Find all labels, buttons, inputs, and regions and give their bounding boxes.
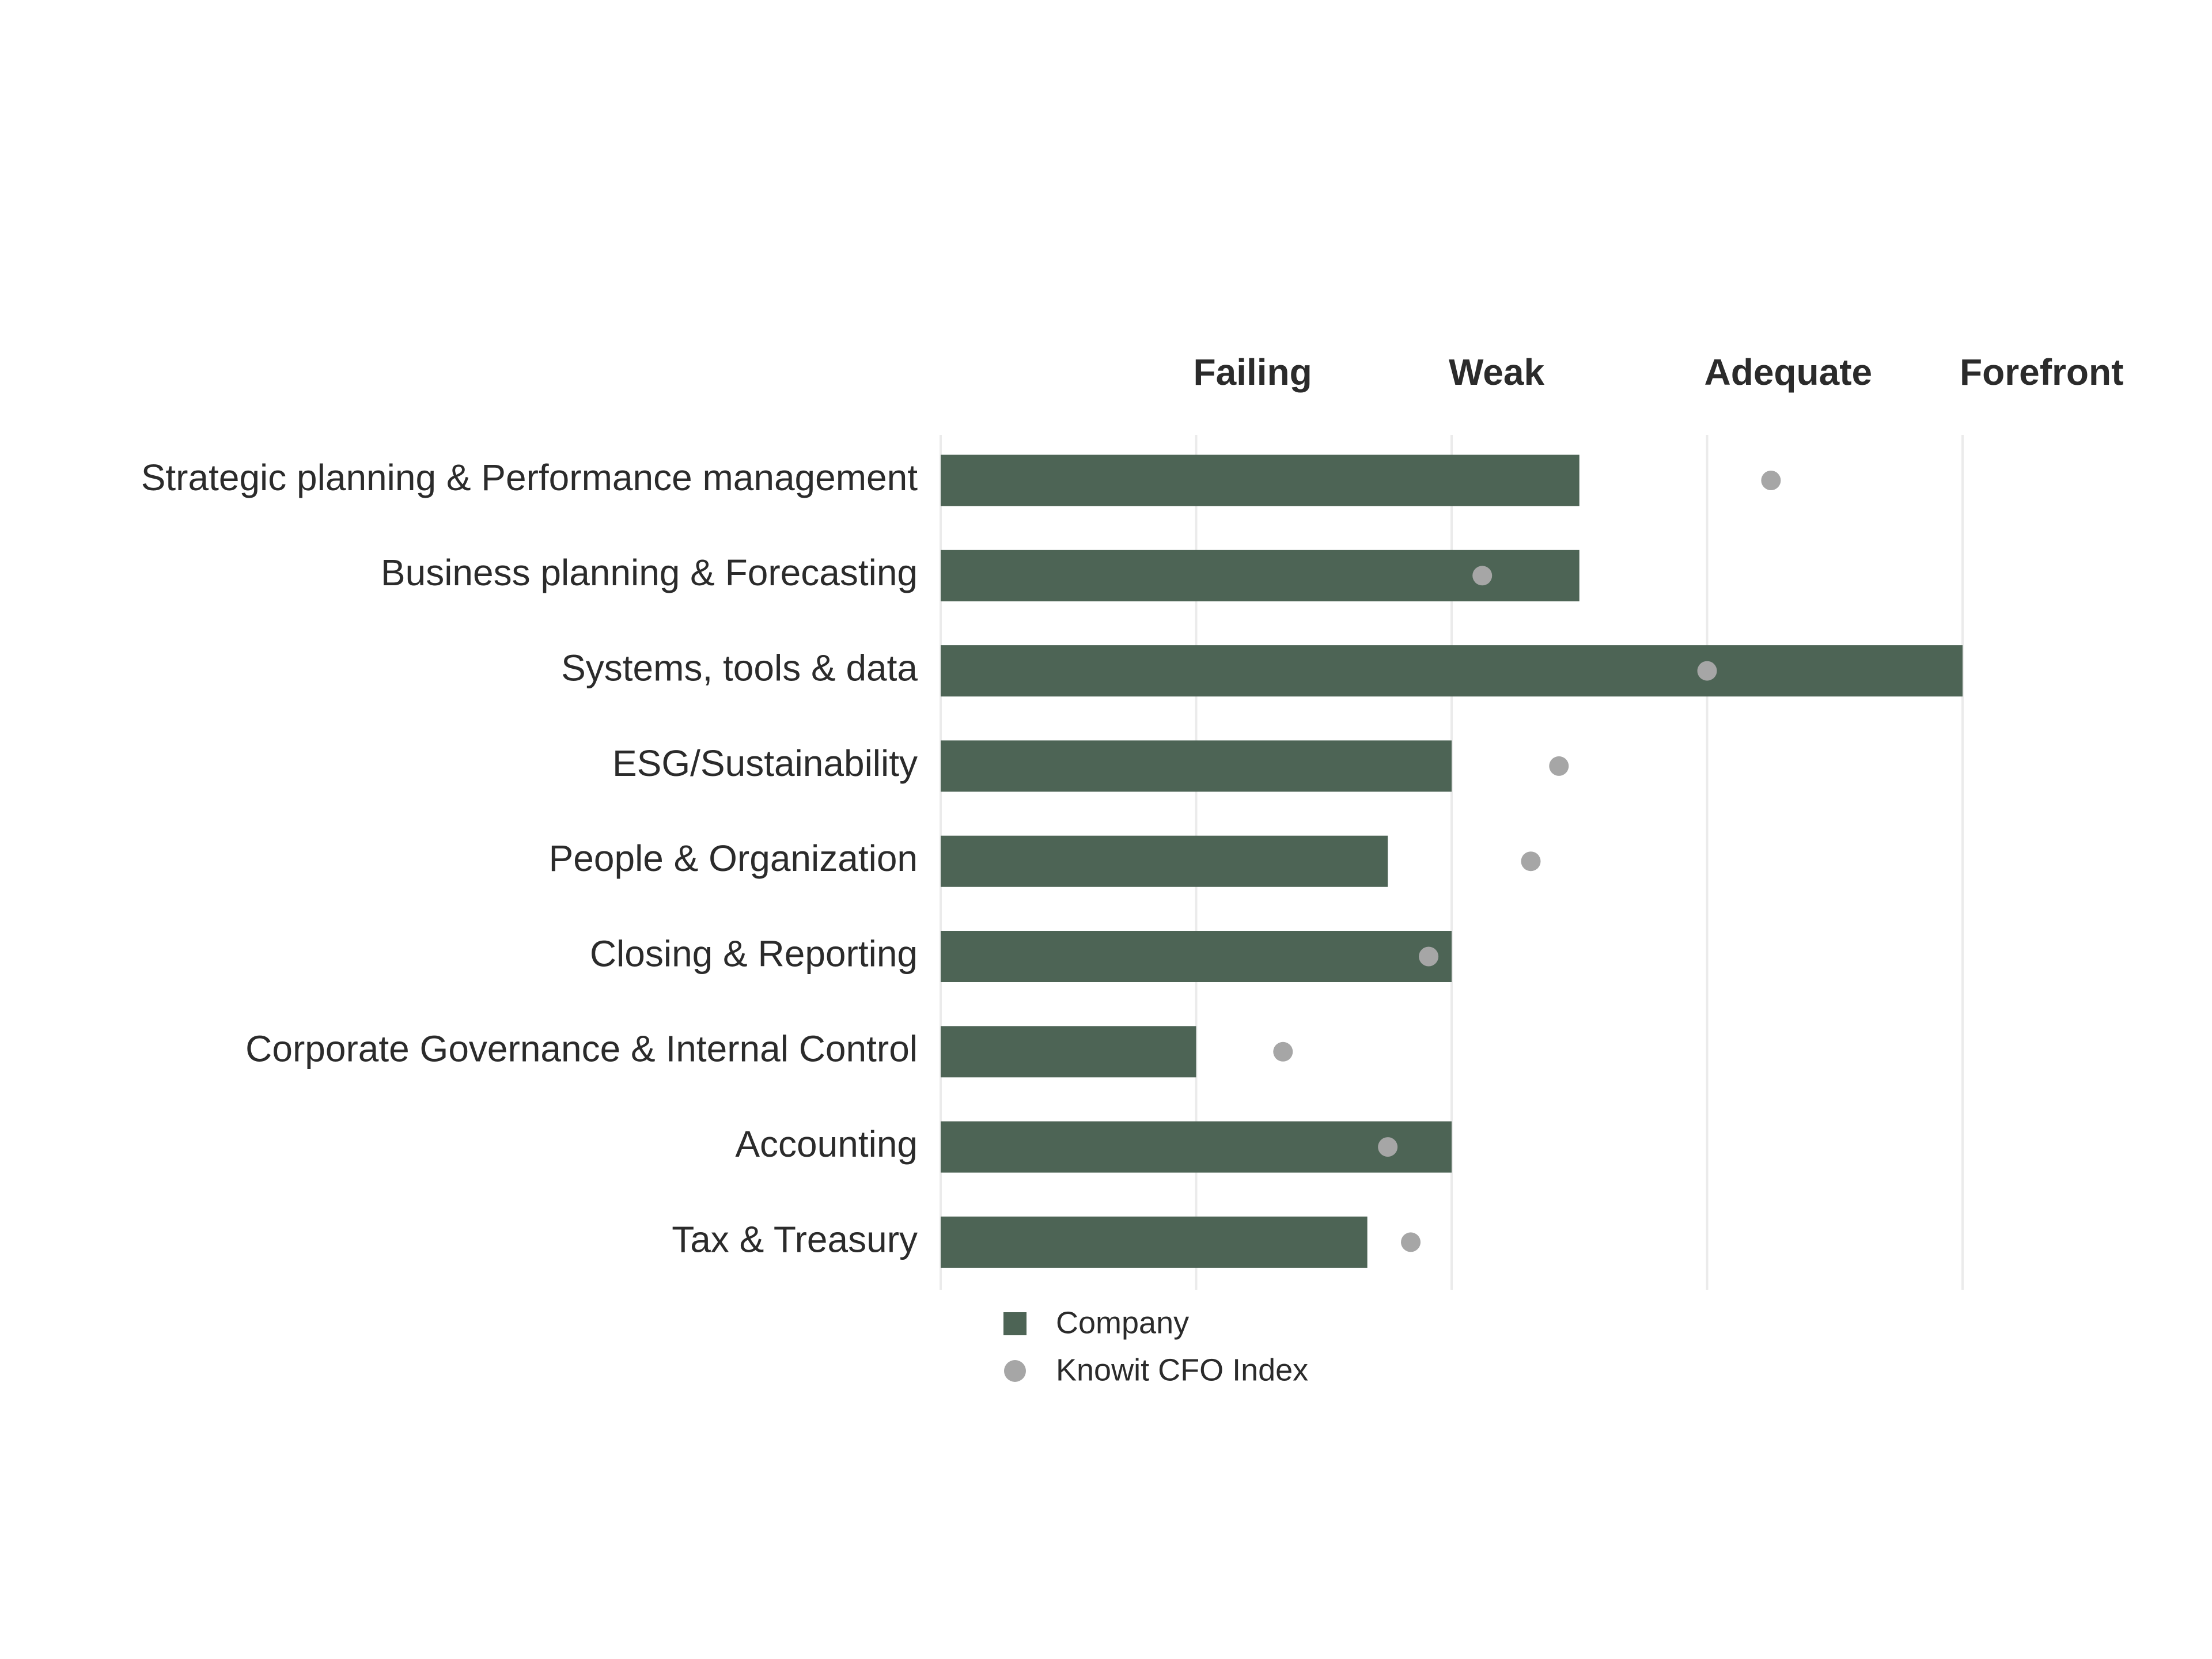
y-tick-label: Business planning & Forecasting bbox=[381, 552, 918, 593]
y-tick-label: ESG/Sustainability bbox=[612, 743, 918, 784]
x-tick-label: Failing bbox=[1194, 351, 1312, 393]
y-tick-label: Corporate Governance & Internal Control bbox=[245, 1028, 918, 1070]
bar bbox=[941, 1216, 1368, 1268]
dot bbox=[1273, 1041, 1293, 1062]
legend-label: Company bbox=[1056, 1305, 1189, 1340]
y-tick-label: Systems, tools & data bbox=[561, 647, 918, 689]
legend-swatch bbox=[1003, 1312, 1027, 1335]
bar bbox=[941, 454, 1580, 506]
bar bbox=[941, 740, 1452, 792]
y-tick-label: Accounting bbox=[735, 1123, 918, 1165]
bar bbox=[941, 835, 1388, 887]
y-tick-label: Closing & Reporting bbox=[590, 933, 918, 974]
bar bbox=[941, 1026, 1196, 1078]
y-tick-label: People & Organization bbox=[549, 838, 918, 879]
x-tick-label: Forefront bbox=[1960, 351, 2123, 393]
dot bbox=[1401, 1232, 1421, 1252]
x-tick-label: Adequate bbox=[1705, 351, 1873, 393]
legend-swatch bbox=[1004, 1360, 1026, 1382]
dot bbox=[1761, 471, 1781, 490]
y-tick-label: Tax & Treasury bbox=[672, 1218, 918, 1260]
bar bbox=[941, 1121, 1452, 1173]
bar bbox=[941, 645, 1963, 697]
dot bbox=[1472, 566, 1493, 586]
dot bbox=[1697, 661, 1717, 681]
dot bbox=[1419, 946, 1439, 967]
x-tick-label: Weak bbox=[1449, 351, 1544, 393]
dot bbox=[1378, 1137, 1398, 1157]
bar bbox=[941, 931, 1452, 982]
y-tick-label: Strategic planning & Performance managem… bbox=[141, 457, 918, 498]
legend-label: Knowit CFO Index bbox=[1056, 1353, 1308, 1387]
dot bbox=[1549, 756, 1569, 776]
dot bbox=[1521, 851, 1541, 872]
